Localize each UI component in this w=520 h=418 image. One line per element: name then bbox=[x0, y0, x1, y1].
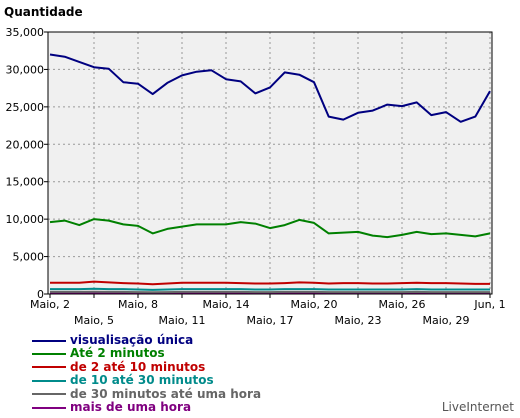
series-line bbox=[50, 287, 490, 291]
x-tick-label: Maio, 5 bbox=[74, 314, 114, 327]
legend-label: visualisação única bbox=[70, 333, 194, 347]
x-tick-label: Maio, 17 bbox=[246, 314, 293, 327]
x-tick-label: Maio, 14 bbox=[202, 298, 249, 311]
x-tick-label: Maio, 20 bbox=[290, 298, 337, 311]
legend-swatch bbox=[32, 366, 66, 369]
legend-swatch bbox=[32, 406, 66, 409]
x-tick-label: Maio, 2 bbox=[30, 298, 70, 311]
x-tick-label: Maio, 23 bbox=[334, 314, 381, 327]
y-tick-label: 35,000 bbox=[6, 26, 45, 39]
legend-label: Até 2 minutos bbox=[70, 346, 165, 361]
legend-item: de 10 até 30 minutos bbox=[32, 373, 261, 388]
legend-item: visualisação única bbox=[32, 333, 261, 347]
x-tick-label: Jun, 1 bbox=[473, 298, 505, 311]
legend-swatch bbox=[32, 353, 66, 356]
x-tick-label: Maio, 8 bbox=[118, 298, 158, 311]
legend-swatch bbox=[32, 379, 66, 382]
series-lines bbox=[49, 53, 491, 295]
legend: visualisação única Até 2 minutos de 2 até … bbox=[32, 333, 262, 414]
plot-border bbox=[47, 31, 493, 295]
y-tick-label: 25,000 bbox=[6, 101, 45, 114]
legend-label: de 10 até 30 minutos bbox=[70, 373, 214, 388]
legend-label: de 30 minutos até uma hora bbox=[70, 386, 262, 401]
legend-item: de 30 minutos até uma hora bbox=[32, 386, 262, 401]
x-axis: Maio, 2 Maio, 8 Maio, 14 Maio, 20 Maio, 26 Ju… bbox=[30, 294, 506, 327]
y-tick-label: 15,000 bbox=[6, 176, 45, 189]
series-line bbox=[49, 218, 491, 239]
y-axis-title: Quantidade bbox=[4, 5, 83, 19]
series-line bbox=[50, 280, 490, 286]
y-tick-label: 30,000 bbox=[6, 63, 45, 76]
brand-label: LiveInternet bbox=[441, 400, 514, 414]
legend-item: Até 2 minutos bbox=[32, 346, 261, 361]
legend-label: mais de uma hora bbox=[70, 399, 192, 414]
legend-swatch bbox=[32, 393, 66, 396]
y-tick-label: 0 bbox=[37, 288, 44, 301]
y-tick-label: 20,000 bbox=[6, 138, 45, 151]
y-tick-label: 10,000 bbox=[6, 213, 45, 226]
legend-item: de 2 até 10 minutos bbox=[32, 359, 261, 374]
series-line bbox=[49, 53, 491, 123]
x-tick-label: Maio, 26 bbox=[378, 298, 425, 311]
y-tick-label: 5,000 bbox=[13, 251, 45, 264]
x-tick-label: Maio, 11 bbox=[158, 314, 205, 327]
y-axis: 0 5,000 10,000 15,000 20,000 25,000 30,000 35,0… bbox=[6, 26, 48, 301]
legend-item: mais de uma hora bbox=[32, 399, 261, 414]
line-chart: Quantidade 0 5,000 10,000 15,000 20,000 25,00… bbox=[4, 5, 506, 327]
legend-swatch bbox=[32, 339, 66, 342]
x-tick-label: Maio, 29 bbox=[422, 314, 469, 327]
legend-label: de 2 até 10 minutos bbox=[70, 359, 206, 374]
grid-lines bbox=[48, 32, 492, 294]
